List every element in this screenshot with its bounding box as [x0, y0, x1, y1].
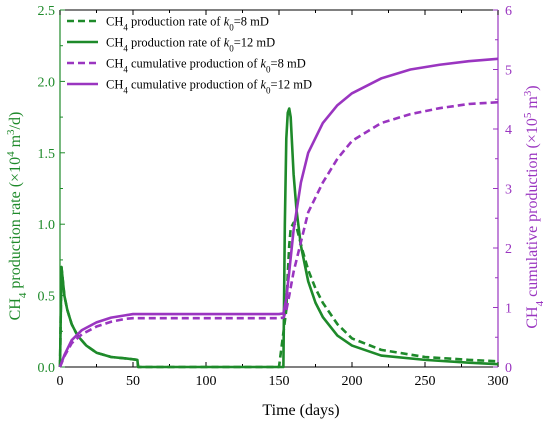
x-tick-label: 300	[488, 374, 509, 389]
legend-label: CH4 production rate of k0=12 mD	[106, 36, 275, 54]
legend: CH4 production rate of k0=8 mD CH4 produc…	[67, 15, 312, 96]
x-axis: 0 50 100 150 200 250 300	[57, 10, 509, 389]
series-cumulative-k12	[58, 57, 499, 368]
y-right-axis-title: CH4 cumulative production (×105 m3)	[522, 85, 546, 328]
y-left-axis-title: CH4 production rate (×104 m3/d)	[5, 112, 29, 321]
y-right-tick-label: 4	[505, 123, 512, 138]
y-right-tick-label: 5	[505, 64, 512, 79]
y-axis-left: 0.0 0.5 1.0 1.5 2.0 2.5	[38, 4, 65, 376]
x-tick-label: 150	[269, 374, 290, 389]
y-axis-right: 0 1 2 3 4 5 6	[493, 4, 512, 376]
x-tick-label: 0	[57, 374, 64, 389]
y-left-tick-label: 2.0	[38, 75, 56, 90]
series-rate-k12	[58, 107, 499, 369]
y-left-tick-label: 0.5	[38, 290, 56, 305]
series-layer	[58, 57, 499, 369]
legend-label: CH4 cumulative production of k0=12 mD	[106, 78, 312, 96]
y-right-tick-label: 6	[505, 4, 512, 19]
legend-label: CH4 cumulative production of k0=8 mD	[106, 57, 306, 75]
y-right-tick-label: 0	[505, 361, 512, 376]
x-tick-label: 50	[126, 374, 140, 389]
series-cumulative-k8	[58, 100, 499, 368]
y-left-tick-label: 0.0	[38, 361, 56, 376]
y-left-tick-label: 1.5	[38, 147, 56, 162]
x-tick-label: 100	[196, 374, 217, 389]
legend-label: CH4 production rate of k0=8 mD	[106, 15, 269, 33]
y-left-tick-label: 1.0	[38, 218, 56, 233]
y-right-tick-label: 3	[505, 183, 512, 198]
series-rate-k8	[58, 221, 499, 369]
y-right-tick-label: 2	[505, 242, 512, 257]
x-axis-title: Time (days)	[262, 402, 339, 419]
x-tick-label: 200	[342, 374, 363, 389]
x-tick-label: 250	[415, 374, 436, 389]
y-right-tick-label: 1	[505, 302, 512, 317]
y-left-tick-label: 2.5	[38, 4, 56, 19]
